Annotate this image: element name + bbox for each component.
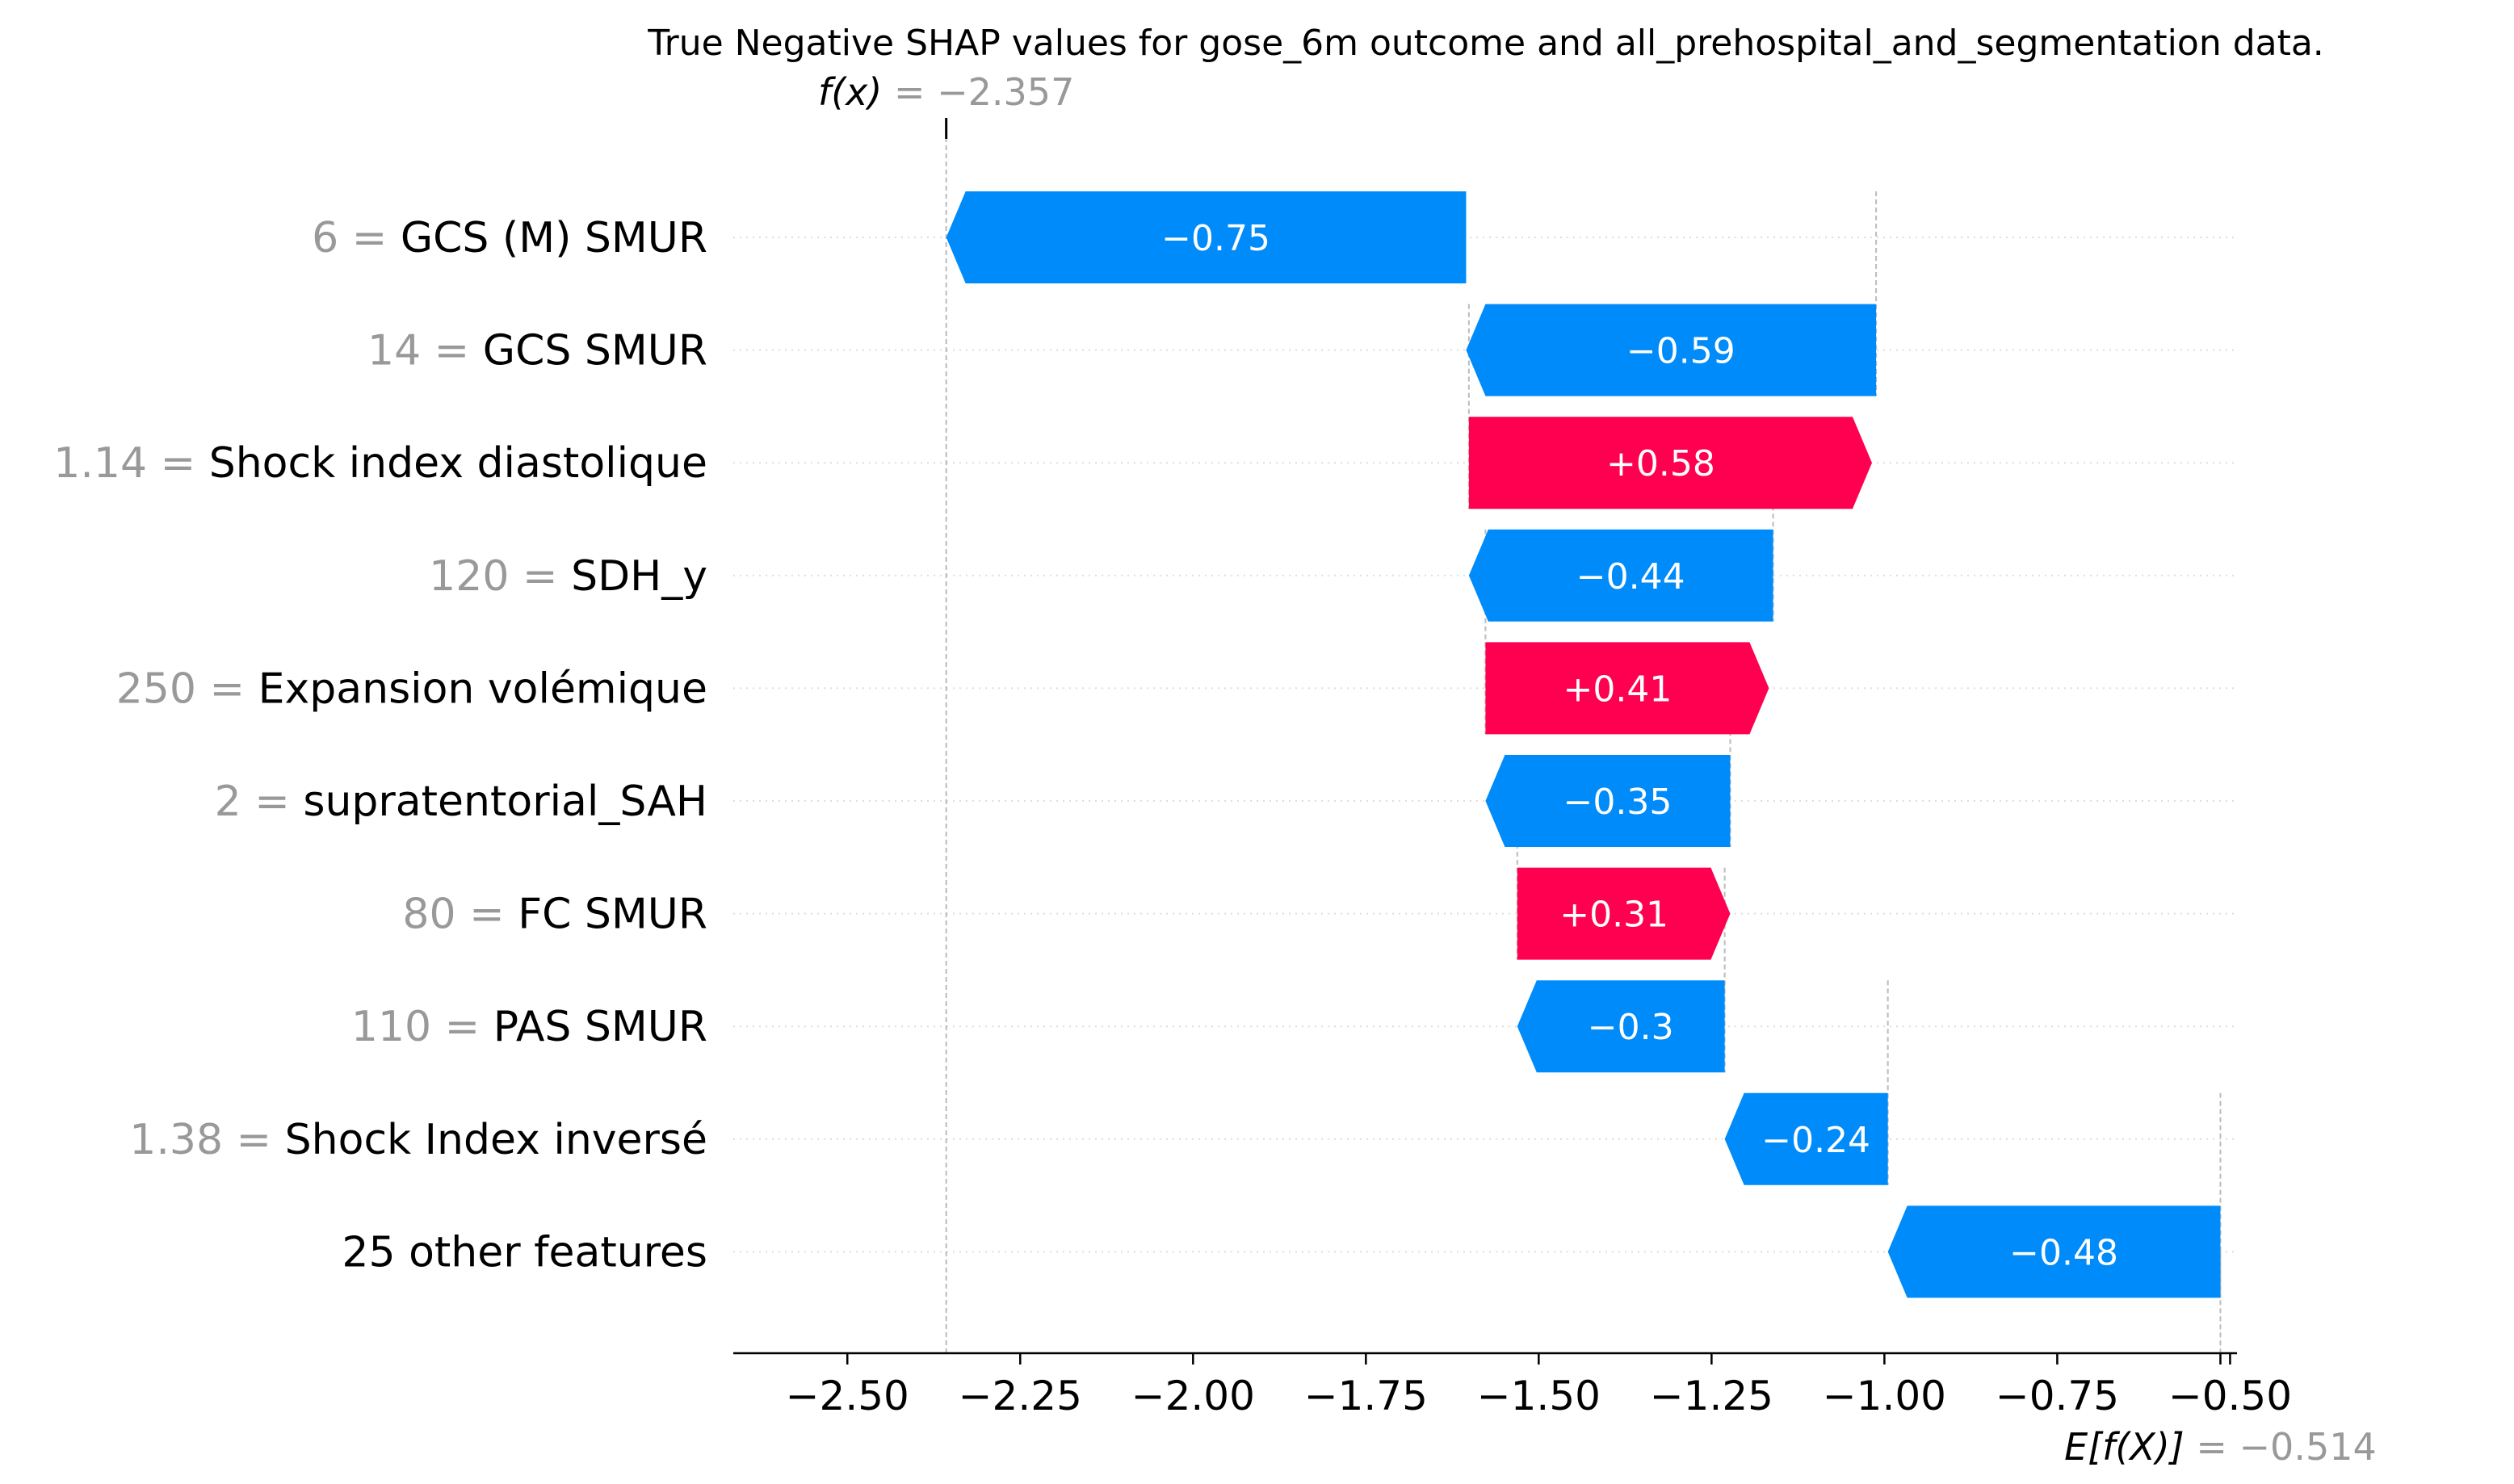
feature-label: 110 = PAS SMUR [351,1003,707,1051]
bar-value-label: −0.59 [1626,331,1735,372]
fx-name: f(x) [818,70,894,114]
bar-negative [1468,529,1773,622]
bars [946,191,2221,1298]
feature-label: 250 = Expansion volémique [116,664,707,713]
bar-value-label: −0.75 [1161,218,1270,259]
bar-positive [1485,642,1769,735]
bar-positive [1468,417,1872,509]
feature-value: 250 = [116,664,258,713]
bar-value-label: −0.48 [2009,1232,2118,1273]
x-tick-label: −1.50 [1477,1373,1601,1419]
bar-value-label: −0.24 [1761,1120,1870,1161]
fx-label: f(x) = −2.357 [818,70,1074,114]
x-tick-label: −1.75 [1304,1373,1428,1419]
feature-label: 120 = SDH_y [429,552,707,601]
feature-value: 1.38 = [129,1116,284,1164]
feature-label: 2 = supratentorial_SAH [215,778,707,826]
feature-value: 80 = [402,891,518,939]
efx-label: E[f(X)] = −0.514 [2064,1425,2377,1469]
feature-value: 14 = [367,327,483,375]
x-tick-label: −2.25 [959,1373,1082,1419]
x-tick-label: −0.75 [1996,1373,2119,1419]
bar-value-label: −0.44 [1576,556,1685,597]
feature-labels: 6 = GCS (M) SMUR 14 = GCS SMUR 1.14 = Shoc… [53,214,707,1276]
feature-value: 2 = [215,778,304,826]
feature-label: 1.14 = Shock index diastolique [53,439,707,488]
feature-value: 110 = [351,1003,493,1051]
bar-value-label: −0.35 [1563,782,1673,823]
bar-negative [1485,755,1731,847]
feature-name: Shock Index inversé [285,1116,707,1164]
efx-value: = −0.514 [2196,1425,2376,1469]
feature-name: GCS (M) SMUR [401,214,707,262]
feature-value: 120 = [429,552,571,601]
feature-value: 1.14 = [53,439,208,488]
feature-label: 80 = FC SMUR [402,891,707,939]
bar-value-label: +0.31 [1559,895,1668,936]
bar-value-label: −0.3 [1588,1007,1674,1048]
efx-name: E[f(X)] [2064,1425,2196,1469]
feature-name: PAS SMUR [493,1003,707,1051]
feature-name: Expansion volémique [258,664,707,713]
bar-positive [1517,867,1731,960]
x-tick-label: −0.50 [2168,1373,2292,1419]
fx-value: = −2.357 [894,70,1074,114]
expected-value-annotation: E[f(X)] = −0.514 [2064,1353,2377,1469]
bar-negative [1466,304,1877,396]
bar-negative [1724,1092,1888,1185]
feature-name: GCS SMUR [483,327,707,375]
feature-name: Shock index diastolique [209,439,707,488]
feature-name: FC SMUR [518,891,707,939]
x-tick-label: −1.00 [1823,1373,1946,1419]
feature-name: supratentorial_SAH [303,778,707,826]
x-axis-ticks: −2.50 −2.25 −2.00 −1.75 −1.50 −1.25 −1.00 −0.75… [786,1353,2292,1419]
bar-value-labels: −0.75 −0.59 +0.58 −0.44 +0.41 −0.35 +0.31 −0.3 −… [1161,218,2118,1273]
feature-label: 25 other features [342,1228,707,1276]
feature-label: 1.38 = Shock Index inversé [129,1116,707,1164]
fx-annotation: f(x) = −2.357 [818,70,1074,139]
feature-value: 6 = [312,214,401,262]
x-tick-label: −2.00 [1131,1373,1255,1419]
bar-value-label: +0.58 [1606,443,1715,484]
bar-negative [1517,980,1725,1073]
feature-name: 25 other features [342,1228,707,1276]
bar-negative [1887,1205,2221,1298]
chart-title: True Negative SHAP values for gose_6m ou… [647,23,2324,64]
x-tick-label: −1.25 [1650,1373,1773,1419]
x-tick-label: −2.50 [786,1373,909,1419]
feature-label: 6 = GCS (M) SMUR [312,214,707,262]
bar-negative [946,191,1467,283]
bar-value-label: +0.41 [1563,669,1673,710]
feature-label: 14 = GCS SMUR [367,327,707,375]
feature-name: SDH_y [571,552,707,601]
